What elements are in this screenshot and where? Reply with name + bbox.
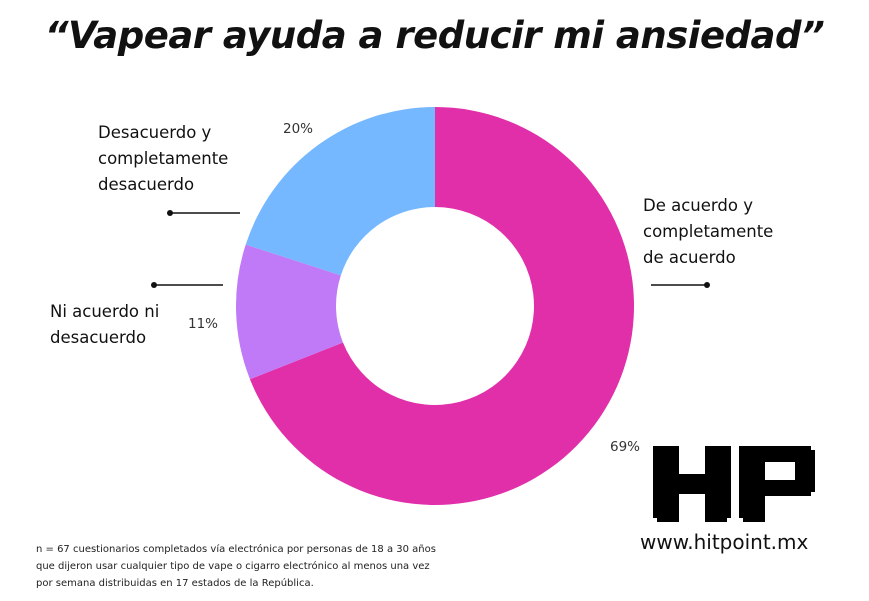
category-label-acuerdo-line-1: De acuerdo y bbox=[643, 196, 753, 215]
category-label-desacuerdo-line-3: desacuerdo bbox=[98, 175, 195, 194]
leader-dot-acuerdo bbox=[704, 282, 710, 288]
category-label-acuerdo: De acuerdo y completamente de acuerdo bbox=[643, 193, 773, 271]
category-label-desacuerdo: Desacuerdo y completamente desacuerdo bbox=[98, 120, 228, 198]
category-label-neutral: Ni acuerdo ni desacuerdo bbox=[50, 299, 159, 351]
chart-title: “Vapear ayuda a reducir mi ansiedad” bbox=[44, 14, 825, 57]
category-label-acuerdo-line-3: de acuerdo bbox=[643, 248, 736, 267]
category-label-neutral-line-2: desacuerdo bbox=[50, 328, 147, 347]
leader-dot-neutral bbox=[151, 282, 157, 288]
donut-slices bbox=[235, 107, 635, 505]
category-label-acuerdo-line-2: completamente bbox=[643, 222, 774, 241]
footnote: n = 67 cuestionarios completados vía ele… bbox=[36, 544, 436, 589]
donut-slice-desacuerdo bbox=[245, 107, 435, 276]
value-label-desacuerdo: 20% bbox=[283, 121, 314, 137]
value-label-acuerdo: 69% bbox=[610, 439, 641, 455]
leader-lines bbox=[151, 210, 710, 288]
category-label-neutral-line-1: Ni acuerdo ni bbox=[50, 302, 160, 321]
donut-slice-acuerdo bbox=[249, 107, 635, 505]
leader-dot-desacuerdo bbox=[167, 210, 173, 216]
category-label-desacuerdo-line-1: Desacuerdo y bbox=[98, 123, 212, 142]
category-label-desacuerdo-line-2: completamente bbox=[98, 149, 229, 168]
value-label-neutral: 11% bbox=[188, 316, 219, 332]
website-url[interactable]: www.hitpoint.mx bbox=[640, 530, 809, 554]
hp-logo: HP bbox=[653, 446, 815, 522]
donut-slice-neutral bbox=[235, 244, 343, 380]
